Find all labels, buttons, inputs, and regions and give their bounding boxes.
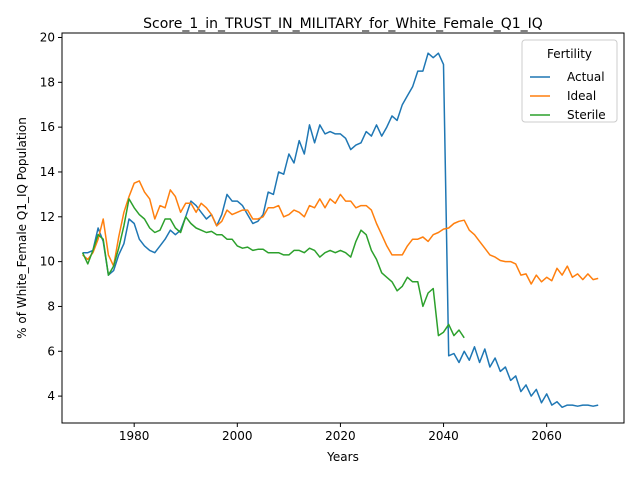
series-line-ideal [82,180,599,285]
y-tick-label: 8 [47,299,55,313]
y-tick-label: 18 [40,75,55,89]
x-axis-label: Years [326,450,359,464]
x-tick-label: 2040 [428,429,459,443]
y-tick-label: 14 [40,165,55,179]
legend-title: Fertility [547,47,592,61]
legend-label-sterile: Sterile [567,108,606,122]
series-line-actual [82,52,599,409]
y-tick-label: 12 [40,210,55,224]
plot-frame [61,32,625,424]
legend: Fertility Actual Ideal Sterile [521,39,618,123]
legend-label-ideal: Ideal [567,89,596,103]
x-tick-label: 2060 [531,429,562,443]
y-axis: 4 6 8 10 12 14 16 18 20 [40,30,62,403]
x-tick-label: 2000 [222,429,253,443]
y-tick-label: 6 [47,344,55,358]
series-layer [81,52,599,409]
legend-box [521,39,618,123]
x-axis: 1980 2000 2020 2040 2060 [119,423,562,443]
y-tick-label: 20 [40,30,55,44]
plot-area [61,32,625,424]
chart-title: Score_1_in_TRUST_IN_MILITARY_for_White_F… [143,16,543,32]
x-tick-label: 2020 [325,429,356,443]
x-tick-label: 1980 [119,429,150,443]
y-axis-label: % of White_Female Q1_IQ Population [15,117,29,339]
legend-label-actual: Actual [567,70,605,84]
series-line-sterile [81,198,465,339]
y-tick-label: 4 [47,389,55,403]
y-tick-label: 10 [40,255,55,269]
y-tick-label: 16 [40,120,55,134]
